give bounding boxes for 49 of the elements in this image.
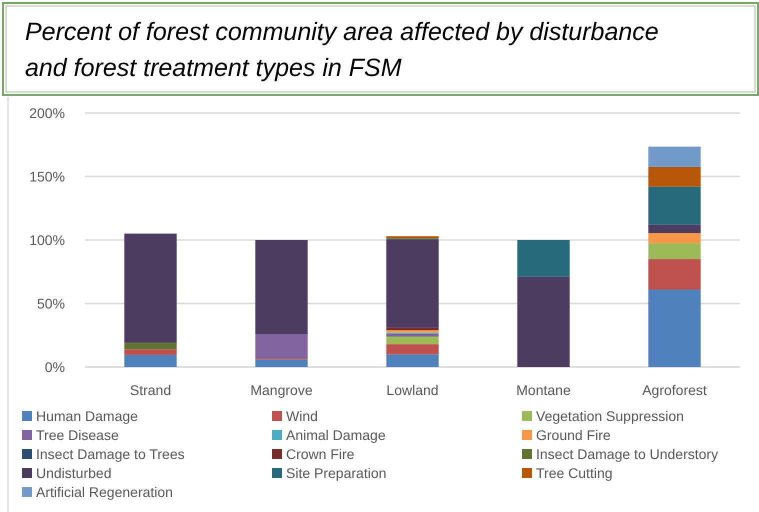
- y-tick-label: 100%: [29, 232, 65, 248]
- bar: [386, 336, 439, 344]
- bar: [255, 240, 308, 334]
- bar: [648, 259, 701, 290]
- legend-label: Crown Fire: [286, 446, 355, 462]
- bar: [255, 359, 308, 367]
- x-tick-label: Strand: [130, 382, 172, 398]
- bar: [648, 290, 701, 367]
- bar: [648, 186, 701, 225]
- legend-label: Tree Disease: [36, 426, 119, 443]
- legend-label: Ground Fire: [536, 426, 611, 443]
- bar: [386, 330, 439, 333]
- bar: [386, 334, 439, 337]
- y-tick-label: 0%: [44, 358, 65, 375]
- bar: [124, 342, 177, 350]
- legend-label: Insect Damage to Understory: [536, 446, 718, 462]
- x-tick-label: Mangrove: [250, 382, 313, 398]
- bar: [386, 344, 439, 354]
- x-tick-label: Lowland: [386, 382, 439, 398]
- legend-label: Insect Damage to Trees: [36, 446, 185, 462]
- legend-label: Vegetation Suppression: [536, 408, 684, 424]
- y-tick-label: 200%: [29, 104, 65, 121]
- bar: [648, 243, 701, 260]
- y-tick-label: 150%: [29, 168, 65, 184]
- legend-label: Wind: [286, 408, 318, 424]
- x-tick-label: Agroforest: [642, 382, 707, 398]
- bar: [648, 166, 701, 187]
- legend-label: Site Preparation: [286, 464, 386, 481]
- bar: [386, 236, 439, 239]
- bar: [648, 224, 701, 234]
- legend-label: Animal Damage: [286, 426, 386, 443]
- bar: [124, 354, 177, 367]
- bar: [517, 276, 570, 367]
- bar: [124, 234, 177, 343]
- legend-label: Artificial Regeneration: [36, 484, 173, 500]
- legend-label: Undisturbed: [36, 464, 112, 481]
- bar: [648, 233, 701, 244]
- chart-title: Percent of forest community area affected by disturbance and forest treatment types in FSM: [25, 18, 659, 82]
- bar: [255, 334, 308, 358]
- bar: [124, 349, 177, 355]
- bar: [648, 146, 701, 167]
- x-tick-label: Montane: [516, 382, 571, 398]
- bar: [517, 240, 570, 277]
- bar: [386, 354, 439, 367]
- bar: [386, 240, 439, 328]
- legend-label: Human Damage: [36, 408, 138, 424]
- bar: [386, 328, 439, 330]
- y-tick-label: 50%: [36, 295, 65, 312]
- legend-label: Tree Cutting: [536, 464, 613, 481]
